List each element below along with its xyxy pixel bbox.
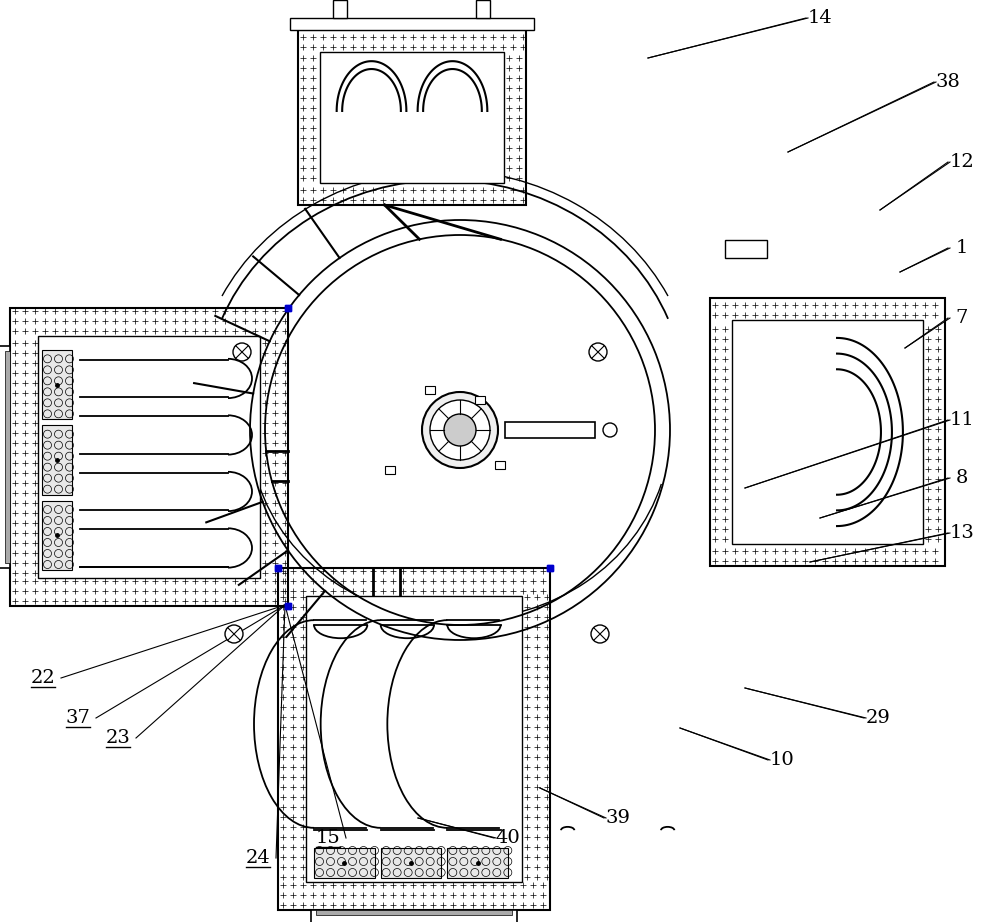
Bar	[495, 461, 505, 469]
Bar	[298, 30, 526, 205]
Text: 40: 40	[496, 829, 520, 847]
Bar	[476, 0, 490, 18]
Bar	[725, 240, 767, 258]
Text: 15: 15	[316, 829, 340, 847]
Bar	[447, 848, 508, 878]
Text: 14: 14	[808, 9, 832, 27]
Text: 39: 39	[606, 809, 631, 827]
Bar	[710, 298, 945, 566]
Bar	[732, 320, 923, 544]
Circle shape	[444, 414, 476, 446]
Text: 23: 23	[106, 729, 130, 747]
Text: 38: 38	[936, 73, 960, 91]
Text: 8: 8	[956, 469, 968, 487]
Bar	[333, 0, 347, 18]
Text: 11: 11	[950, 411, 974, 429]
Bar	[278, 568, 550, 910]
Bar	[320, 52, 504, 183]
Text: 22: 22	[31, 669, 55, 687]
Circle shape	[233, 343, 251, 361]
Bar	[290, 18, 534, 30]
Bar	[505, 422, 595, 438]
Bar	[316, 910, 512, 915]
Bar	[381, 848, 441, 878]
Text: 12: 12	[950, 153, 974, 171]
Bar	[42, 501, 72, 570]
Bar	[475, 396, 485, 404]
Bar	[306, 596, 522, 882]
Bar	[5, 351, 10, 563]
Bar	[314, 848, 375, 878]
Bar	[0, 346, 10, 568]
Text: 7: 7	[956, 309, 968, 327]
Circle shape	[225, 625, 243, 643]
Circle shape	[422, 392, 498, 468]
Bar	[385, 466, 395, 474]
Bar	[38, 336, 260, 578]
Bar	[42, 350, 72, 420]
Circle shape	[589, 343, 607, 361]
Circle shape	[591, 625, 609, 643]
Text: 24: 24	[246, 849, 270, 867]
Circle shape	[430, 400, 490, 460]
Bar	[311, 910, 517, 922]
Text: 13: 13	[950, 524, 974, 542]
Text: 37: 37	[66, 709, 90, 727]
Bar	[10, 308, 288, 606]
Bar	[425, 386, 435, 394]
Circle shape	[603, 423, 617, 437]
Text: 29: 29	[866, 709, 890, 727]
Text: 10: 10	[770, 751, 794, 769]
Text: 1: 1	[956, 239, 968, 257]
Bar	[42, 425, 72, 495]
